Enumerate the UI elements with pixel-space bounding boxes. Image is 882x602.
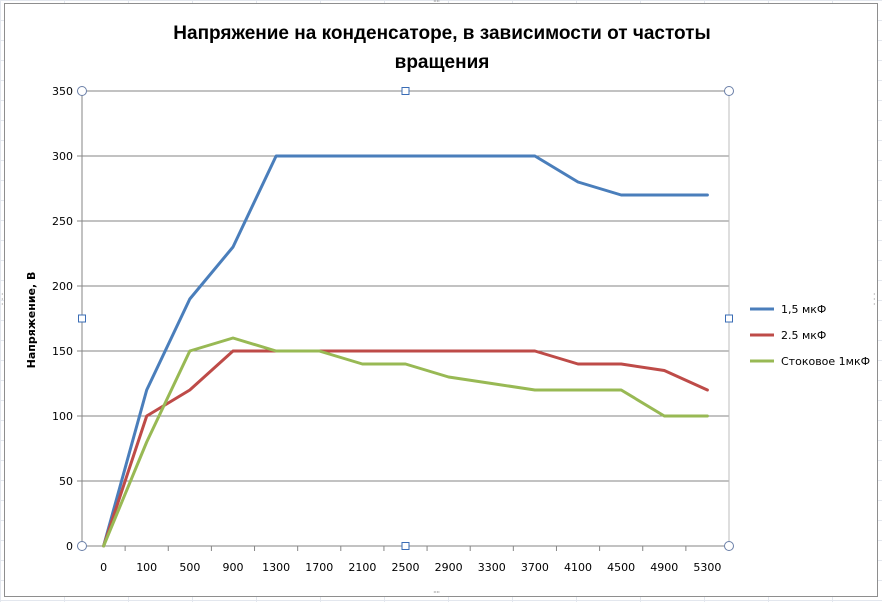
series-line-1 bbox=[102, 349, 709, 548]
plot-area-handle-1[interactable] bbox=[401, 87, 410, 95]
series-line-2 bbox=[102, 336, 709, 548]
resize-handle-bottom[interactable]: ···· bbox=[433, 588, 440, 597]
chart-svg: Напряжение на конденсаторе, в зависимост… bbox=[25, 23, 870, 574]
plot-area-handle-5[interactable] bbox=[77, 541, 87, 551]
x-tick-label-13: 4900 bbox=[650, 561, 678, 574]
y-tick-label-1: 50 bbox=[59, 475, 73, 488]
resize-handle-top[interactable]: ···· bbox=[433, 0, 440, 6]
resize-handle-left[interactable]: · · · bbox=[1, 290, 4, 309]
y-tick-label-5: 250 bbox=[52, 215, 73, 228]
x-tick-label-5: 1700 bbox=[305, 561, 333, 574]
resize-handle-right[interactable]: · · · bbox=[873, 290, 876, 309]
x-tick-label-14: 5300 bbox=[693, 561, 721, 574]
legend[interactable]: 1,5 мкФ 2.5 мкФ Стоковое 1мкФ bbox=[750, 303, 870, 368]
y-tick-label-0: 0 bbox=[66, 540, 73, 553]
plot-area-handle-7[interactable] bbox=[724, 541, 734, 551]
x-tick-label-11: 4100 bbox=[564, 561, 592, 574]
x-tick-label-12: 4500 bbox=[607, 561, 635, 574]
plot-area-handle-0[interactable] bbox=[77, 86, 87, 96]
plot-area-handle-2[interactable] bbox=[724, 86, 734, 96]
x-tick-label-3: 900 bbox=[222, 561, 243, 574]
x-tick-label-0: 0 bbox=[100, 561, 107, 574]
plot-area-handle-3[interactable] bbox=[78, 314, 86, 323]
x-tick-label-8: 2900 bbox=[435, 561, 463, 574]
x-tick-label-9: 3300 bbox=[478, 561, 506, 574]
y-axis-label: Напряжение, В bbox=[25, 272, 38, 369]
series-line-0 bbox=[102, 154, 709, 548]
x-tick-label-1: 100 bbox=[136, 561, 157, 574]
x-tick-label-6: 2100 bbox=[348, 561, 376, 574]
plot-area-handle-4[interactable] bbox=[725, 314, 733, 323]
x-tick-label-7: 2500 bbox=[392, 561, 420, 574]
plot-area-handle-6[interactable] bbox=[401, 542, 410, 550]
x-tick-label-10: 3700 bbox=[521, 561, 549, 574]
y-tick-label-7: 350 bbox=[52, 85, 73, 98]
legend-label-1: 2.5 мкФ bbox=[781, 329, 826, 342]
legend-label-0: 1,5 мкФ bbox=[781, 303, 826, 316]
legend-label-2: Стоковое 1мкФ bbox=[781, 355, 870, 368]
y-tick-label-4: 200 bbox=[52, 280, 73, 293]
y-tick-label-3: 150 bbox=[52, 345, 73, 358]
plot-layer: 0 50 100 150 200 250 300 350 0 100 500 900 1300 1700 2… bbox=[52, 85, 734, 574]
y-tick-label-6: 300 bbox=[52, 150, 73, 163]
y-tick-label-2: 100 bbox=[52, 410, 73, 423]
x-tick-label-2: 500 bbox=[179, 561, 200, 574]
chart-title-line-2: вращения bbox=[395, 52, 490, 73]
x-tick-label-4: 1300 bbox=[262, 561, 290, 574]
chart-title-line-1: Напряжение на конденсаторе, в зависимост… bbox=[173, 23, 710, 44]
